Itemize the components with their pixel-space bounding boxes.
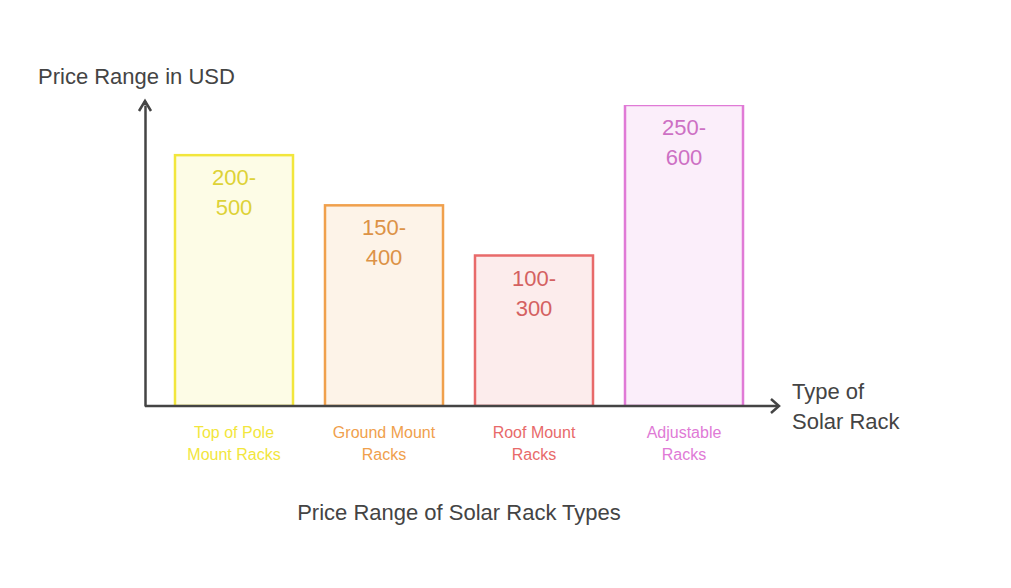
text-line: Adjustable bbox=[647, 424, 722, 441]
text-line: 500 bbox=[216, 195, 253, 220]
x-axis-arrow bbox=[771, 399, 779, 413]
x-tick-label: Adjustable Racks bbox=[647, 424, 722, 463]
y-axis-title: Price Range in USD bbox=[38, 64, 235, 89]
text-line: Ground Mount bbox=[333, 424, 436, 441]
y-axis-arrow-stem bbox=[144, 101, 147, 105]
text-line: Racks bbox=[512, 446, 556, 463]
chart-svg: 200- 500 150- 400 100- 300 250- 600 Top of Pole M… bbox=[0, 0, 1011, 588]
y-axis bbox=[145, 106, 146, 407]
bar bbox=[475, 256, 593, 407]
chart-title: Price Range of Solar Rack Types bbox=[297, 500, 621, 525]
text-line: Mount Racks bbox=[187, 446, 280, 463]
x-axis-title: Type of Solar Rack bbox=[792, 379, 901, 434]
y-axis-line bbox=[144, 106, 147, 407]
x-axis: Top of PoleMount RacksGround MountRacksR… bbox=[187, 424, 721, 463]
text-line: Solar Rack bbox=[792, 409, 901, 434]
text-line: 300 bbox=[516, 296, 553, 321]
bar bbox=[175, 155, 293, 406]
text-line: 400 bbox=[366, 245, 403, 270]
text-line: Type of bbox=[792, 379, 865, 404]
bar bbox=[625, 105, 743, 406]
text-line: Top of Pole bbox=[194, 424, 274, 441]
bars bbox=[175, 105, 743, 406]
text-line: Roof Mount bbox=[493, 424, 576, 441]
x-tick-label: Ground Mount Racks bbox=[333, 424, 436, 463]
data-labels: 200- 500 150- 400 100- 300 250- 600 bbox=[212, 115, 706, 321]
text-line: 250- bbox=[662, 115, 706, 140]
text-line: Racks bbox=[362, 446, 406, 463]
y-axis-arrow bbox=[139, 101, 151, 111]
data-label: 150- 400 bbox=[362, 215, 406, 270]
x-tick-label: Top of Pole Mount Racks bbox=[187, 424, 280, 463]
x-tick: Ground Mount Racks bbox=[333, 424, 436, 463]
data-label: 200- 500 bbox=[212, 165, 256, 220]
text-line: 150- bbox=[362, 215, 406, 240]
text-line: 100- bbox=[512, 266, 556, 291]
text-line: 200- bbox=[212, 165, 256, 190]
x-tick: Roof Mount Racks bbox=[493, 424, 576, 463]
bar bbox=[325, 205, 443, 406]
chart-container: 200- 500 150- 400 100- 300 250- 600 Top of Pole M… bbox=[0, 0, 1011, 588]
x-tick: Top of Pole Mount Racks bbox=[187, 424, 280, 463]
x-axis-line bbox=[145, 405, 778, 408]
x-tick-label: Roof Mount Racks bbox=[493, 424, 576, 463]
text-line: Racks bbox=[662, 446, 706, 463]
data-label: 100- 300 bbox=[512, 266, 556, 321]
data-label: 250- 600 bbox=[662, 115, 706, 170]
x-tick: Adjustable Racks bbox=[647, 424, 722, 463]
text-line: 600 bbox=[666, 145, 703, 170]
